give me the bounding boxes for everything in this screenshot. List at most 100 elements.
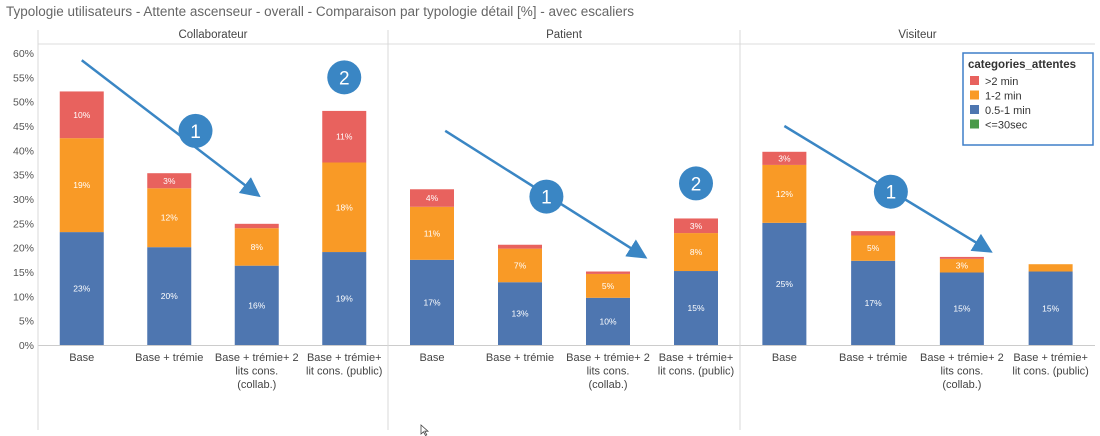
data-label: 5% bbox=[602, 281, 615, 291]
bar-segment bbox=[322, 252, 367, 345]
y-tick-label: 45% bbox=[13, 121, 34, 133]
bar-segment bbox=[762, 164, 807, 223]
x-tick-label: Base + trémie+ bbox=[659, 352, 734, 364]
data-label: 17% bbox=[423, 297, 440, 307]
legend-item-label: <=30sec bbox=[985, 120, 1028, 132]
data-label: 11% bbox=[424, 228, 441, 238]
y-tick-label: 25% bbox=[13, 218, 34, 230]
bar-segment bbox=[586, 297, 630, 345]
data-label: 17% bbox=[865, 298, 882, 308]
bar-segment bbox=[1028, 271, 1073, 345]
x-tick-label: lits cons. bbox=[940, 366, 983, 378]
bar-segment bbox=[147, 188, 192, 248]
bar-segment bbox=[674, 218, 718, 234]
legend-item-label: 0.5-1 min bbox=[985, 105, 1031, 117]
bar-segment bbox=[762, 151, 807, 165]
data-label: 7% bbox=[514, 260, 527, 270]
bar-segment bbox=[59, 232, 104, 345]
bar-segment bbox=[234, 223, 279, 229]
bar-segment bbox=[586, 273, 630, 298]
annotation-badge-circle bbox=[679, 166, 713, 201]
bar-segment bbox=[410, 259, 454, 345]
panel-header: Visiteur bbox=[898, 29, 936, 41]
bar-segment bbox=[586, 271, 630, 274]
x-tick-label: lit cons. (public) bbox=[658, 366, 734, 378]
annotation-badge-number: 1 bbox=[886, 183, 897, 204]
x-tick-label: Base + trémie bbox=[135, 352, 203, 364]
x-tick-label: Base + trémie bbox=[839, 352, 907, 364]
y-tick-label: 60% bbox=[13, 48, 34, 60]
annotation-badge-number: 1 bbox=[190, 122, 201, 143]
annotation-badge-circle bbox=[178, 113, 213, 148]
chart-title: Typologie utilisateurs - Attente ascense… bbox=[6, 4, 635, 19]
data-label: 19% bbox=[73, 180, 90, 190]
data-label: 11% bbox=[336, 132, 353, 142]
data-label: 4% bbox=[426, 193, 439, 203]
bar-segment bbox=[59, 91, 104, 139]
bar-segment bbox=[939, 258, 984, 273]
y-tick-label: 10% bbox=[13, 291, 34, 303]
annotation-badge-circle bbox=[873, 174, 908, 209]
bar-segment bbox=[59, 138, 104, 233]
x-tick-label: lits cons. bbox=[235, 366, 278, 378]
data-label: 15% bbox=[1042, 303, 1059, 313]
bar-segment bbox=[498, 282, 542, 345]
legend-swatch bbox=[970, 105, 979, 114]
data-label: 25% bbox=[776, 279, 793, 289]
y-tick-label: 5% bbox=[19, 316, 34, 328]
bar-segment bbox=[851, 231, 896, 236]
y-tick-label: 40% bbox=[13, 145, 34, 157]
x-tick-label: (collab.) bbox=[237, 379, 276, 391]
x-tick-label: Base bbox=[772, 352, 797, 364]
data-label: 13% bbox=[511, 309, 528, 319]
x-tick-label: (collab.) bbox=[588, 379, 627, 391]
bar-segment bbox=[498, 248, 542, 283]
bar-segment bbox=[674, 233, 718, 272]
data-label: 10% bbox=[73, 110, 90, 120]
legend-item-label: >2 min bbox=[985, 76, 1018, 88]
data-label: 23% bbox=[73, 284, 90, 294]
x-tick-label: lit cons. (public) bbox=[1012, 366, 1088, 378]
bar-segment bbox=[410, 189, 454, 207]
x-tick-label: Base bbox=[419, 352, 444, 364]
bar-segment bbox=[674, 271, 718, 345]
data-label: 19% bbox=[336, 294, 353, 304]
bar-segment bbox=[851, 260, 896, 345]
x-tick-label: Base + trémie+ bbox=[1013, 352, 1088, 364]
bar-segment bbox=[762, 222, 807, 345]
bar-segment bbox=[939, 272, 984, 345]
legend-title: categories_attentes bbox=[968, 59, 1076, 71]
bar-segment bbox=[939, 256, 984, 259]
x-tick-label: Base + trémie+ 2 bbox=[920, 352, 1004, 364]
x-tick-label: Base + trémie+ 2 bbox=[215, 352, 299, 364]
legend-swatch bbox=[970, 76, 979, 85]
annotation-badge-circle bbox=[327, 60, 362, 95]
legend-box bbox=[962, 52, 1094, 146]
data-label: 16% bbox=[248, 300, 265, 310]
annotation-badge-number: 2 bbox=[339, 68, 350, 89]
x-tick-label: Base + trémie+ 2 bbox=[566, 352, 650, 364]
annotation-badge-number: 1 bbox=[541, 188, 552, 209]
legend-swatch bbox=[970, 90, 979, 100]
annotation-badge-number: 2 bbox=[691, 174, 702, 195]
y-tick-label: 55% bbox=[13, 72, 34, 84]
data-label: 3% bbox=[690, 221, 703, 231]
data-label: 15% bbox=[687, 303, 704, 313]
bar-segment bbox=[147, 247, 192, 345]
bar-segment bbox=[234, 228, 279, 266]
legend-swatch bbox=[970, 119, 979, 129]
y-tick-label: 30% bbox=[13, 194, 34, 206]
bar-segment bbox=[322, 162, 367, 253]
legend-item-label: 1-2 min bbox=[985, 91, 1022, 103]
y-tick-label: 20% bbox=[13, 243, 34, 255]
data-label: 18% bbox=[336, 202, 353, 212]
x-tick-label: lits cons. bbox=[587, 366, 630, 378]
data-label: 20% bbox=[161, 291, 178, 301]
y-tick-label: 50% bbox=[13, 97, 34, 109]
panel-header: Collaborateur bbox=[178, 29, 247, 41]
data-label: 15% bbox=[953, 304, 970, 314]
data-label: 8% bbox=[251, 242, 264, 252]
annotation-badge-circle bbox=[529, 179, 564, 214]
data-label: 3% bbox=[163, 176, 176, 186]
